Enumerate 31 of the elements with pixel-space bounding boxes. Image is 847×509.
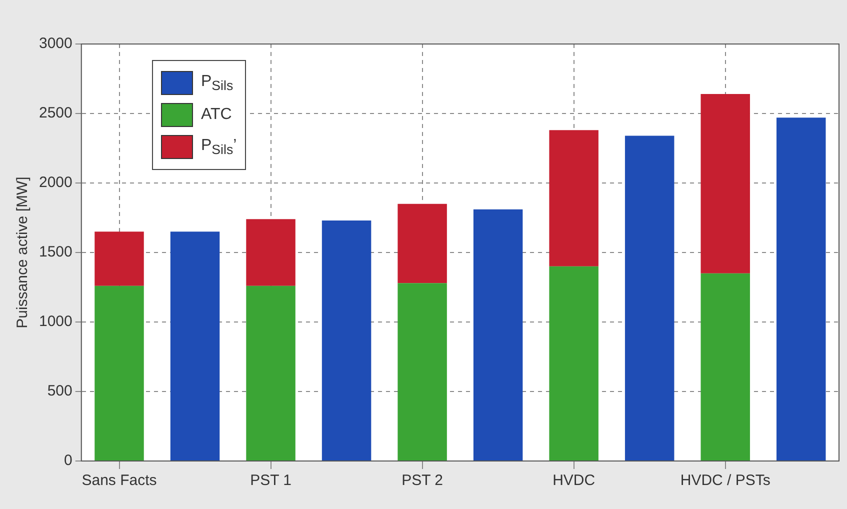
bar xyxy=(700,94,750,274)
y-tick-label: 3000 xyxy=(38,35,72,52)
x-tick-label: HVDC xyxy=(552,472,596,490)
x-tick-label: HVDC / PSTs xyxy=(680,472,770,490)
bar xyxy=(473,209,523,460)
bar xyxy=(246,286,296,460)
legend-label: P$_{Sils}$’ xyxy=(201,136,237,158)
legend-label: ATC xyxy=(201,106,232,124)
bar xyxy=(94,232,144,286)
y-tick-label: 2000 xyxy=(38,174,72,192)
y-axis-title: Puissance active [MW] xyxy=(14,176,32,328)
y-tick-label: 0 xyxy=(64,452,72,470)
y-tick-label: 1500 xyxy=(38,244,72,261)
bar xyxy=(322,220,372,460)
bar xyxy=(549,130,598,266)
y-tick-label: 2500 xyxy=(38,104,72,122)
bar xyxy=(624,136,674,460)
bar xyxy=(246,219,296,286)
y-tick-label: 1000 xyxy=(38,313,72,330)
x-tick-label: Sans Facts xyxy=(82,472,157,490)
bar xyxy=(776,118,826,460)
legend-label: P$_{Sils}$ xyxy=(201,72,234,94)
bar xyxy=(549,266,598,460)
bar xyxy=(398,283,447,460)
x-tick-label: PST 2 xyxy=(402,472,444,490)
bar xyxy=(170,232,220,460)
x-tick-label: PST 1 xyxy=(250,472,292,490)
bar xyxy=(94,286,144,460)
bar xyxy=(398,204,447,284)
bar xyxy=(700,273,750,460)
y-tick-label: 500 xyxy=(47,382,72,400)
